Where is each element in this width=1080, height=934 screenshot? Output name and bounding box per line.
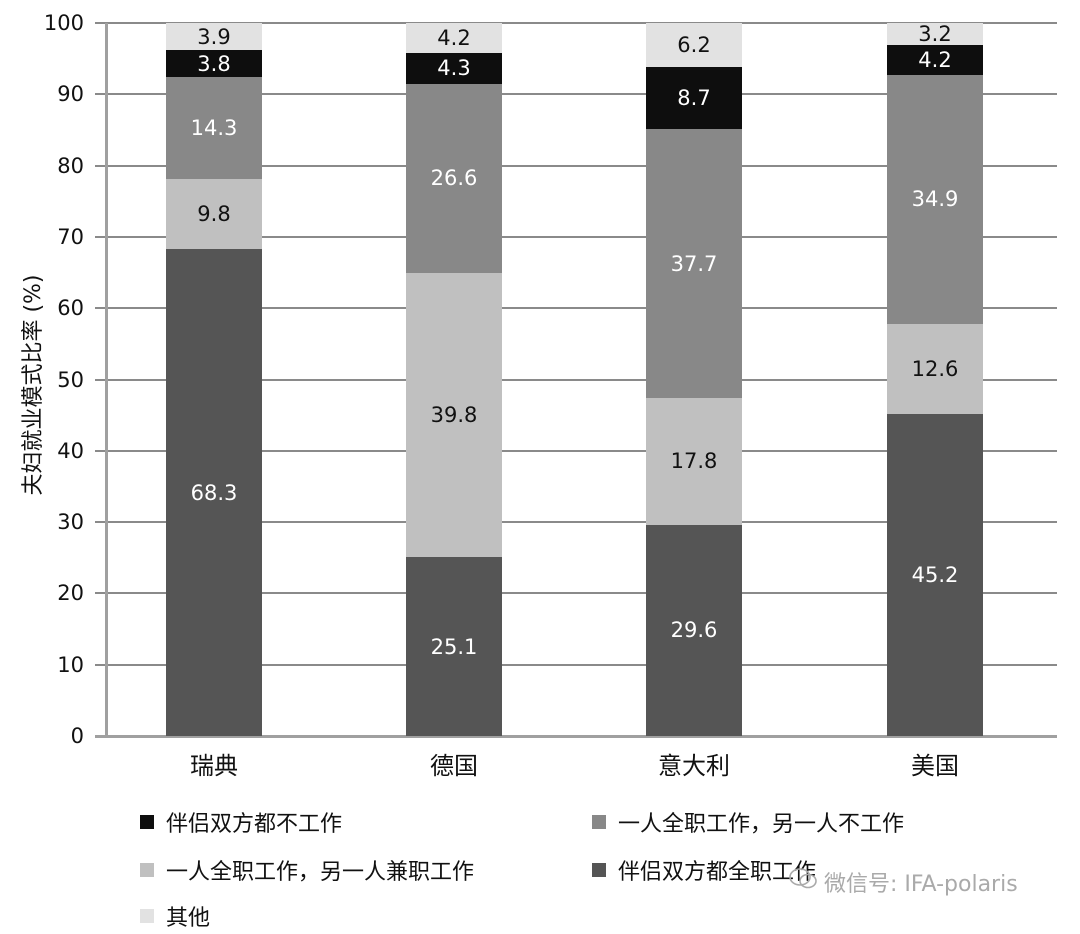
gridline — [95, 592, 1057, 595]
x-tick-label: 瑞典 — [190, 752, 238, 780]
bar-segment: 3.9 — [166, 23, 262, 51]
bar-segment: 34.9 — [887, 75, 983, 324]
bar-segment: 9.8 — [166, 179, 262, 249]
data-label: 3.8 — [197, 51, 231, 76]
bar-segment: 6.2 — [646, 23, 742, 68]
bar-segment: 3.8 — [166, 50, 262, 78]
legend-swatch-icon — [592, 815, 606, 829]
y-tick-label: 50 — [57, 367, 84, 392]
y-tick-label: 80 — [57, 153, 84, 178]
bar-segment: 3.2 — [887, 22, 983, 47]
watermark: 微信号: IFA-polaris — [788, 866, 1018, 898]
y-tick-label: 60 — [57, 296, 84, 321]
data-label: 4.2 — [918, 48, 952, 73]
data-label: 17.8 — [670, 449, 718, 474]
gridline — [95, 663, 1057, 666]
data-label: 68.3 — [190, 480, 238, 505]
gridline — [95, 307, 1057, 310]
bar-segment: 29.6 — [646, 524, 742, 736]
legend-label: 一人全职工作，另一人兼职工作 — [166, 860, 475, 885]
bar-segment: 8.7 — [646, 67, 742, 130]
gridline — [95, 521, 1057, 524]
bar-segment: 37.7 — [646, 129, 742, 399]
data-label: 29.6 — [670, 618, 718, 643]
y-axis-line — [105, 23, 108, 737]
legend-item: 一人全职工作，另一人兼职工作 — [140, 854, 474, 886]
data-label: 14.3 — [190, 116, 238, 141]
gridline — [95, 235, 1057, 238]
data-label: 26.6 — [430, 166, 478, 191]
bar-segment: 17.8 — [646, 398, 742, 525]
bar-segment: 68.3 — [166, 249, 262, 736]
data-label: 25.1 — [430, 634, 478, 659]
wechat-icon — [788, 866, 818, 898]
gridline — [95, 93, 1057, 96]
y-tick-label: 30 — [57, 510, 84, 535]
legend-item: 一人全职工作，另一人不工作 — [592, 806, 904, 838]
x-tick-label: 德国 — [430, 752, 478, 780]
data-label: 45.2 — [911, 562, 959, 587]
data-label: 9.8 — [197, 202, 231, 227]
legend-label: 伴侣双方都不工作 — [166, 812, 343, 837]
legend-swatch-icon — [140, 863, 154, 877]
bar-segment: 4.2 — [406, 23, 502, 53]
data-label: 3.9 — [197, 24, 231, 49]
y-tick-label: 20 — [57, 581, 84, 606]
x-tick-label: 美国 — [911, 752, 959, 780]
bar-segment: 39.8 — [406, 273, 502, 558]
data-label: 12.6 — [911, 356, 959, 381]
legend-item: 伴侣双方都不工作 — [140, 806, 342, 838]
legend-swatch-icon — [140, 815, 154, 829]
legend-label: 伴侣双方都全职工作 — [618, 860, 817, 885]
x-tick-label: 意大利 — [658, 752, 730, 780]
y-tick-label: 0 — [70, 724, 84, 748]
bar-segment: 14.3 — [166, 77, 262, 180]
data-label: 39.8 — [430, 403, 478, 428]
gridline — [95, 378, 1057, 381]
data-label: 4.3 — [437, 56, 471, 81]
data-label: 37.7 — [670, 251, 718, 276]
data-label: 8.7 — [677, 86, 711, 111]
gridline — [95, 449, 1057, 452]
legend-swatch-icon — [140, 909, 154, 923]
bar-segment: 26.6 — [406, 83, 502, 274]
gridline — [95, 164, 1057, 167]
legend-item: 伴侣双方都全职工作 — [592, 854, 816, 886]
bar-segment: 25.1 — [406, 557, 502, 736]
data-label: 6.2 — [677, 33, 711, 58]
data-label: 4.2 — [437, 25, 471, 50]
y-tick-label: 10 — [57, 652, 84, 677]
legend-label: 一人全职工作，另一人不工作 — [618, 812, 905, 837]
legend-label: 其他 — [166, 906, 211, 931]
bar-segment: 4.3 — [406, 52, 502, 84]
y-tick-label: 40 — [57, 438, 84, 463]
bar-segment: 12.6 — [887, 323, 983, 414]
data-label: 34.9 — [911, 187, 959, 212]
legend-item: 其他 — [140, 900, 210, 932]
gridline — [95, 22, 1057, 24]
y-tick-label: 100 — [43, 11, 84, 35]
legend-swatch-icon — [592, 863, 606, 877]
y-tick-label: 90 — [57, 82, 84, 107]
y-tick-label: 70 — [57, 224, 84, 249]
bar-segment: 45.2 — [887, 413, 983, 736]
bar-segment: 4.2 — [887, 45, 983, 76]
data-label: 3.2 — [918, 22, 952, 47]
x-axis-line — [95, 735, 1057, 738]
